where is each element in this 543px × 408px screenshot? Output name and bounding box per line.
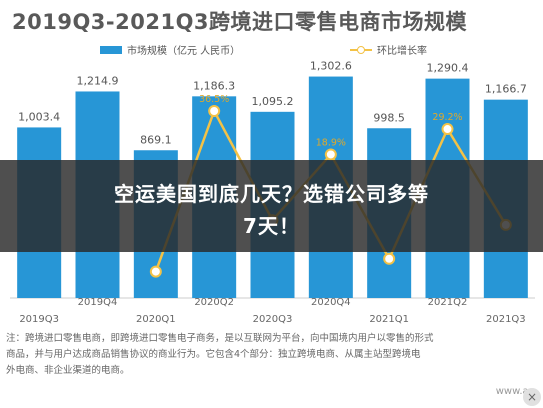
legend-item-bar: 市场规模（亿元 人民币）	[100, 42, 240, 57]
bar-value-label: 1,003.4	[18, 110, 60, 123]
bar-value-label: 1,214.9	[77, 74, 119, 87]
x-tick-label: 2020Q4	[311, 297, 351, 308]
growth-rate-point	[208, 105, 221, 117]
bar-value-label: 998.5	[373, 111, 405, 124]
legend-line-label: 环比增长率	[377, 46, 427, 57]
article-title-banner[interactable]: 空运美国到底几天？选错公司多等 7天！	[0, 160, 543, 252]
growth-rate-label: 18.9%	[316, 137, 346, 148]
legend-item-line: 环比增长率	[350, 42, 427, 57]
bar-value-label: 1,095.2	[252, 95, 294, 108]
growth-rate-point	[383, 252, 396, 265]
x-tick-label: 2021Q2	[428, 297, 468, 308]
bar-value-label: 1,166.7	[485, 83, 527, 96]
bar-value-label: 1,290.4	[427, 62, 469, 75]
x-tick-label: 2020Q2	[194, 297, 234, 308]
chart-title: 2019Q3-2021Q3跨境进口零售电商市场规模	[12, 10, 468, 34]
banner-title-line-1: 空运美国到底几天？选错公司多等	[114, 182, 429, 206]
close-button[interactable]: ×	[523, 388, 541, 406]
bar-value-label: 1,186.3	[193, 79, 235, 92]
bar-value-label: 869.1	[140, 133, 172, 146]
banner-title-line-2: 7天！	[243, 214, 300, 238]
x-tick-label: 2019Q3	[19, 314, 59, 325]
chart-legend: 市场规模（亿元 人民币） 环比增长率	[0, 42, 543, 58]
x-tick-label: 2020Q1	[136, 314, 176, 325]
note-line-3: 外电商、非企业渠道的电商。	[6, 365, 130, 376]
growth-rate-point	[324, 148, 337, 161]
x-tick-label: 2021Q3	[486, 314, 526, 325]
chart-note: 注：跨境进口零售电商，即跨境进口零售电子商务，是以互联网为平台，向中国境内用户以…	[0, 330, 543, 408]
growth-rate-label: 36.5%	[199, 94, 229, 105]
legend-bar-label: 市场规模（亿元 人民币）	[127, 46, 241, 57]
x-tick-label: 2021Q1	[369, 314, 409, 325]
note-line-1: 注：跨境进口零售电商，即跨境进口零售电子商务，是以互联网为平台，向中国境内用户以…	[6, 333, 434, 344]
legend-line-swatch	[350, 45, 372, 54]
growth-rate-label: 29.2%	[432, 112, 462, 123]
growth-rate-point	[441, 123, 454, 136]
growth-rate-point	[149, 265, 162, 278]
watermark-text: www.an	[495, 386, 535, 397]
note-line-2: 商品，并与用户达成商品销售协议的商业行为。它包含4个部分：独立跨境电商、从属主站…	[6, 349, 421, 360]
legend-bar-swatch	[100, 45, 122, 54]
x-tick-label: 2019Q4	[78, 297, 118, 308]
x-tick-label: 2020Q3	[253, 314, 293, 325]
bar-value-label: 1,302.6	[310, 60, 352, 73]
